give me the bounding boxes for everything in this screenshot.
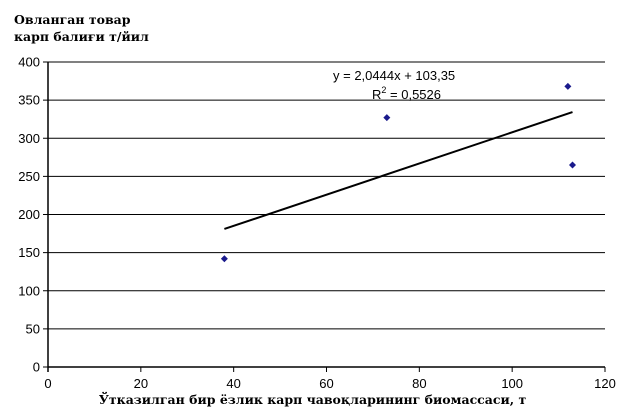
y-axis-label-line-1: Овланган товар [14, 12, 131, 27]
y-tick-label: 150 [18, 245, 40, 260]
y-axis-label-line-2: карп балиғи т/йил [14, 29, 149, 44]
x-tick-label: 40 [226, 376, 240, 391]
y-tick-label: 100 [18, 283, 40, 298]
data-point [564, 82, 572, 90]
x-axis-label: Ўтказилган бир ёзлик карп чавоқларининг … [98, 392, 527, 407]
y-tick-label: 0 [33, 360, 40, 375]
y-tick-label: 200 [18, 207, 40, 222]
y-tick-label: 50 [26, 321, 40, 336]
x-tick-labels: 0 20 40 60 80 100 120 [44, 376, 615, 391]
data-point [383, 114, 391, 122]
trendline [224, 111, 573, 230]
x-tick-label: 120 [594, 376, 616, 391]
axes [43, 61, 606, 372]
data-point [220, 255, 228, 263]
x-tick-label: 80 [412, 376, 426, 391]
y-tick-label: 300 [18, 131, 40, 146]
trendline-r-squared: R2 = 0,5526 [372, 85, 441, 102]
x-tick-label: 100 [501, 376, 523, 391]
y-tick-label: 400 [18, 55, 40, 70]
x-tick-label: 60 [319, 376, 333, 391]
trendline-equation: y = 2,0444x + 103,35 [333, 68, 455, 83]
y-tick-labels: 0 50 100 150 200 250 300 350 400 [18, 55, 40, 375]
y-tick-label: 250 [18, 169, 40, 184]
y-tick-label: 350 [18, 93, 40, 108]
x-tick-label: 20 [134, 376, 148, 391]
data-point [569, 161, 577, 169]
gridlines [48, 61, 605, 330]
data-points [220, 82, 577, 263]
x-tick-label: 0 [44, 376, 51, 391]
